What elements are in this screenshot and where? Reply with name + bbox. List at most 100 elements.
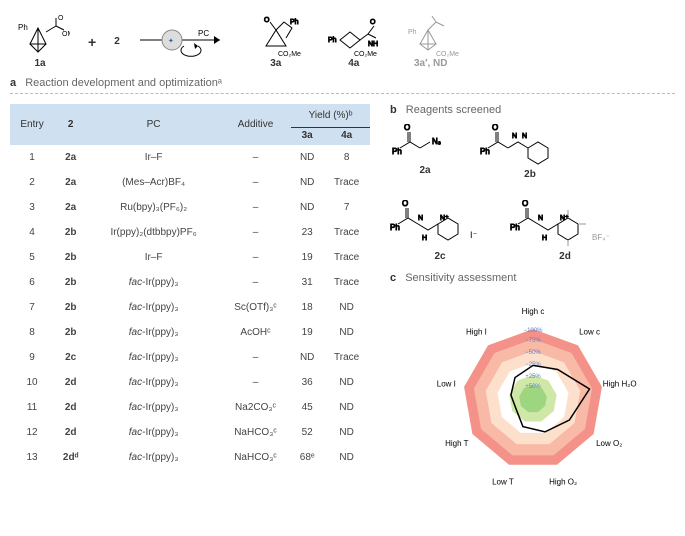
svg-text:High I: High I [465,328,486,337]
cell: 2d [54,395,87,420]
cell: – [220,145,291,170]
svg-text:Ph: Ph [480,147,490,156]
cell: 36 [291,370,323,395]
cell: 8 [323,145,370,170]
col-2: 2 [54,104,87,145]
section-b-header: b Reagents screened [390,104,675,116]
svg-text:O: O [264,17,270,24]
cell: 45 [291,395,323,420]
cell: 1 [10,145,54,170]
svg-text:Ph: Ph [290,19,299,26]
cell: NaHCO₃ᶜ [220,445,291,470]
svg-text:High O₂: High O₂ [549,478,577,487]
cell: – [220,270,291,295]
cell: 11 [10,395,54,420]
cell: 18 [291,295,323,320]
cell: Trace [323,220,370,245]
arrow-pc: ✦ PC [138,22,228,61]
cell: fac-Ir(ppy)₃ [87,445,220,470]
structure-3a-prime: PhCO₂Me 3a′, ND [402,14,460,69]
svg-text:O: O [522,200,528,208]
svg-text:−50%: −50% [525,350,541,356]
cell: ND [291,345,323,370]
reagent-2a: N₃PhO 2a [390,124,460,180]
cell: Ir–F [87,245,220,270]
table-row: 92cfac-Ir(ppy)₃–NDTrace [10,345,370,370]
cell: fac-Ir(ppy)₃ [87,270,220,295]
table-row: 32aRu(bpy)₃(PF₆)₂–ND7 [10,195,370,220]
svg-text:N⁺: N⁺ [560,215,569,222]
cell: 23 [291,220,323,245]
svg-text:H: H [422,235,427,242]
cell: ND [323,370,370,395]
cell: 9 [10,345,54,370]
cell: 2a [54,195,87,220]
svg-text:BF₄⁻: BF₄⁻ [592,233,610,242]
reagent-2b: PhONN 2b [480,124,580,180]
cell: Ir(ppy)₂(dtbbpy)PF₆ [87,220,220,245]
cell: 4 [10,220,54,245]
cell: 10 [10,370,54,395]
table-row: 132dᵈfac-Ir(ppy)₃NaHCO₃ᶜ68ᵉND [10,445,370,470]
svg-text:Ph: Ph [392,147,402,156]
svg-text:−100%: −100% [523,328,543,334]
cell: 2b [54,320,87,345]
cell: ND [291,145,323,170]
structure-4a: PhONH CO₂Me 4a [324,14,384,69]
cell: Trace [323,345,370,370]
svg-text:PC: PC [198,29,209,38]
cell: – [220,370,291,395]
table-row: 112dfac-Ir(ppy)₃Na2CO₃ᶜ45ND [10,395,370,420]
svg-text:O: O [58,15,64,22]
cell: – [220,345,291,370]
cell: fac-Ir(ppy)₃ [87,345,220,370]
table-row: 12aIr–F–ND8 [10,145,370,170]
cell: AcOHᶜ [220,320,291,345]
svg-text:High c: High c [521,307,544,316]
cell: 2d [54,370,87,395]
reagents-panel: N₃PhO 2a PhONN 2b PhOHNN⁺I⁻ 2c PhOHNN⁺BF… [390,124,675,262]
cell: Na2CO₃ᶜ [220,395,291,420]
svg-text:Ph: Ph [328,37,337,44]
reagent-2d: PhOHNN⁺BF₄⁻ 2d [510,200,620,262]
svg-text:N: N [538,215,543,222]
col-entry: Entry [10,104,54,145]
svg-text:CO₂Me: CO₂Me [278,51,301,58]
cell: 2c [54,345,87,370]
cell: 52 [291,420,323,445]
cell: 2a [54,170,87,195]
cell: Ru(bpy)₃(PF₆)₂ [87,195,220,220]
svg-text:Low T: Low T [492,478,514,487]
table-row: 62bfac-Ir(ppy)₃–31Trace [10,270,370,295]
col-additive: Additive [220,104,291,145]
cell: 2b [54,245,87,270]
cell: 8 [10,320,54,345]
structure-1a: PhOOMe 1a [10,14,70,69]
svg-text:O: O [370,19,376,26]
svg-text:Ph: Ph [18,23,28,32]
svg-text:N: N [522,133,527,140]
cell: ND [323,420,370,445]
cell: fac-Ir(ppy)₃ [87,295,220,320]
svg-text:−75%: −75% [525,338,541,344]
cell: 68ᵉ [291,445,323,470]
cell: fac-Ir(ppy)₃ [87,420,220,445]
cell: Sc(OTf)₃ᶜ [220,295,291,320]
svg-text:Low O₂: Low O₂ [596,439,622,448]
svg-text:CO₂Me: CO₂Me [436,51,459,58]
svg-text:High H₂O: High H₂O [602,380,636,389]
cell: 6 [10,270,54,295]
reagent-2c: PhOHNN⁺I⁻ 2c [390,200,490,262]
cell: 19 [291,320,323,345]
svg-text:H: H [542,235,547,242]
cell: 5 [10,245,54,270]
svg-text:N: N [512,133,517,140]
cell: 2b [54,270,87,295]
col-yield: Yield (%)ᵇ [291,104,370,128]
cell: 2d [54,420,87,445]
col-3a: 3a [291,128,323,146]
cell: 7 [323,195,370,220]
optimization-table: Entry 2 PC Additive Yield (%)ᵇ 3a 4a 12a… [10,104,370,470]
svg-text:O: O [492,124,498,132]
reagent-2: 2 [114,36,120,47]
